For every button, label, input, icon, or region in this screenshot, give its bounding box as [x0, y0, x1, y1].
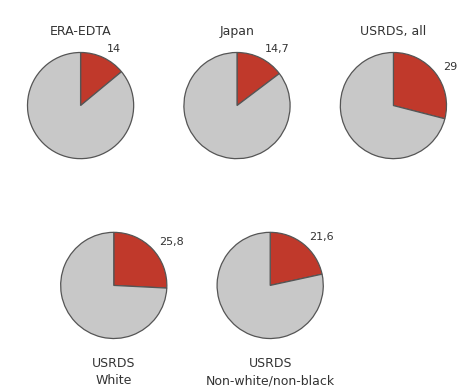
Text: 14: 14 — [107, 44, 121, 54]
Wedge shape — [114, 232, 167, 288]
Wedge shape — [217, 232, 323, 339]
Text: USRDS
White: USRDS White — [92, 357, 136, 387]
Text: USRDS
Non-white/non-black
(mostly Asians): USRDS Non-white/non-black (mostly Asians… — [206, 357, 335, 391]
Wedge shape — [393, 52, 447, 119]
Wedge shape — [27, 52, 134, 159]
Wedge shape — [184, 52, 290, 159]
Text: 25,8: 25,8 — [159, 237, 184, 247]
Wedge shape — [340, 52, 445, 159]
Title: ERA-EDTA: ERA-EDTA — [50, 25, 111, 38]
Text: 14,7: 14,7 — [265, 45, 290, 54]
Wedge shape — [61, 232, 167, 339]
Title: Japan: Japan — [219, 25, 255, 38]
Title: USRDS, all: USRDS, all — [360, 25, 427, 38]
Wedge shape — [237, 52, 279, 106]
Wedge shape — [81, 52, 121, 106]
Text: 29: 29 — [443, 62, 457, 72]
Wedge shape — [270, 232, 322, 285]
Text: 21,6: 21,6 — [310, 231, 334, 242]
